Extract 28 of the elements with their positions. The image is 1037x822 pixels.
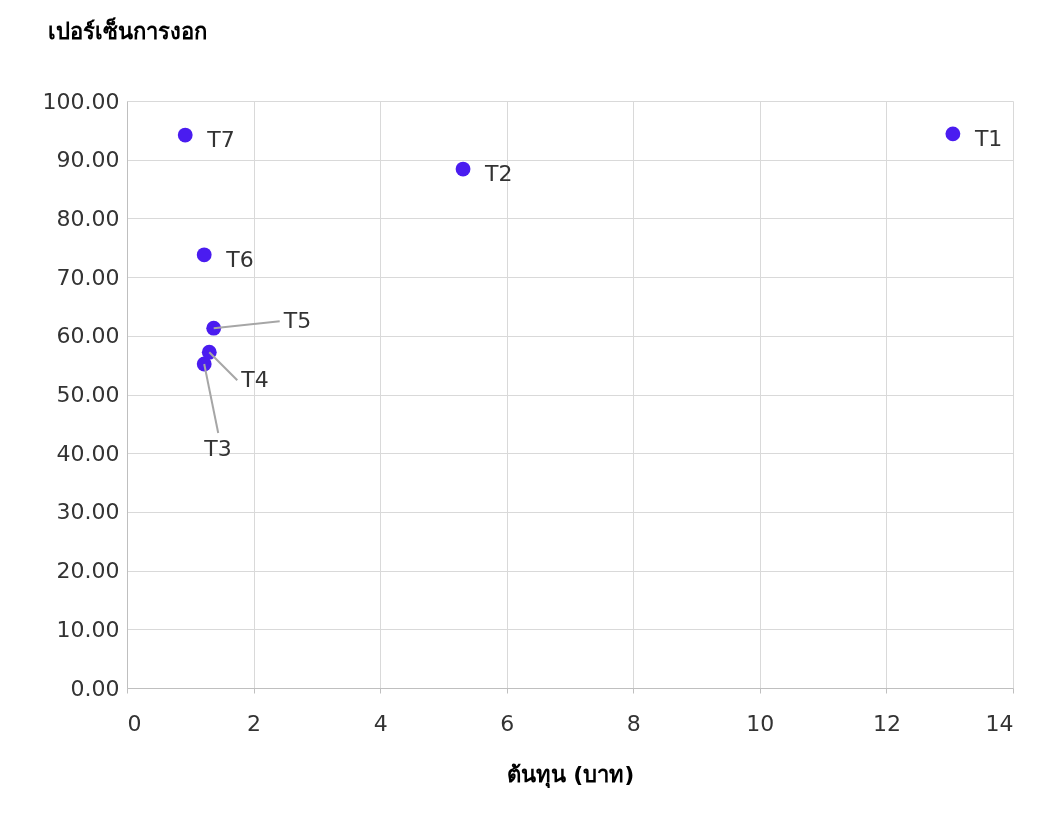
x-axis-title: ต้นทุน (บาท) [506, 761, 635, 789]
annotation: T1 [973, 125, 1003, 151]
x-tick-label: 4 [373, 710, 388, 736]
annotation: T5 [282, 308, 312, 334]
annotation: T7 [206, 127, 235, 153]
annotation: T2 [484, 161, 513, 187]
y-axis-title: เปอร์เซ็นการงอก [47, 16, 207, 44]
x-tick-label: 12 [872, 710, 901, 736]
y-tick-label: 90.00 [56, 147, 120, 173]
x-tick-label: 14 [985, 710, 1014, 736]
x-tick-label: 0 [127, 710, 142, 736]
x-tick-label: 8 [626, 710, 641, 736]
y-tick-label: 70.00 [56, 264, 120, 290]
x-tick-label: 6 [500, 710, 515, 736]
y-tick-label: 50.00 [56, 382, 120, 407]
x-tick-label: 2 [247, 710, 262, 736]
y-tick-label: 100.00 [42, 88, 120, 114]
y-tick-label: 10.00 [56, 616, 120, 642]
x-tick-label: 10 [746, 710, 775, 736]
annotation: T3 [203, 435, 232, 461]
y-tick-label: 40.00 [56, 440, 120, 466]
y-tick-label: 80.00 [56, 205, 120, 231]
annotation: T6 [225, 246, 254, 272]
y-tick-label: 20.00 [56, 558, 120, 584]
y-tick-label: 60.00 [56, 323, 120, 349]
y-tick-label: 0.00 [70, 675, 120, 701]
y-tick-label: 30.00 [56, 499, 120, 525]
annotation: T4 [240, 367, 269, 393]
